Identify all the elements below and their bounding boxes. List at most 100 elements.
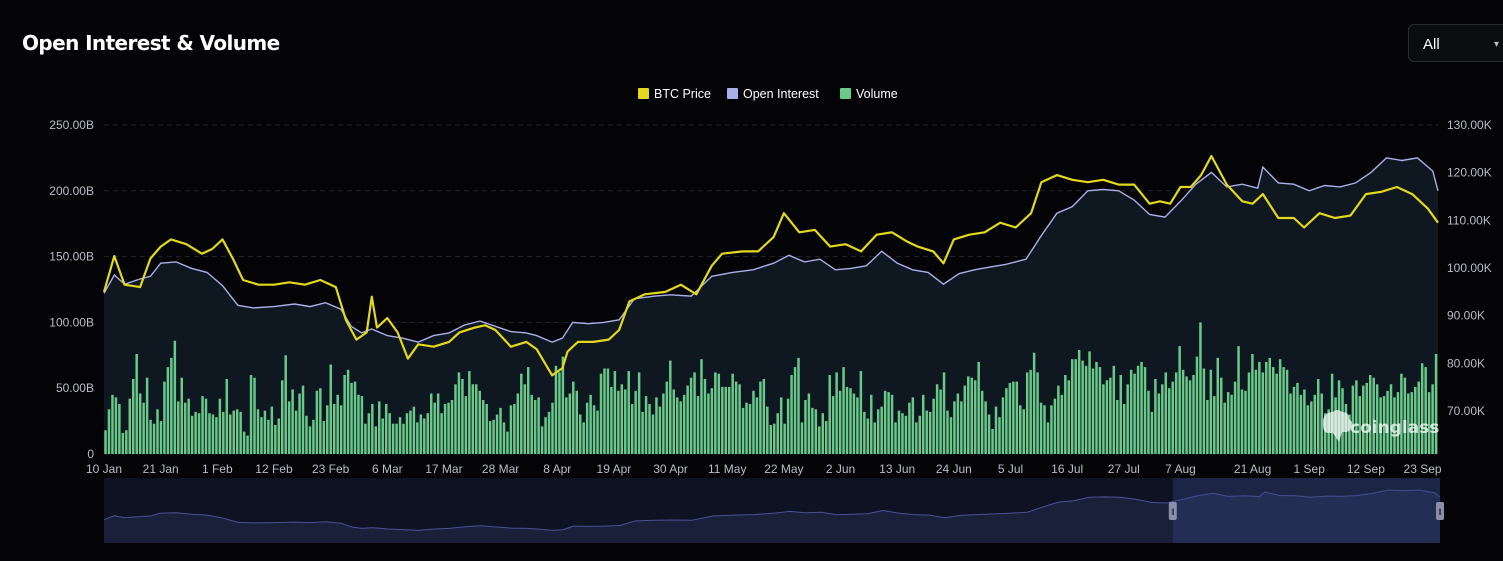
volume-bar — [1112, 365, 1116, 454]
volume-bar — [1213, 396, 1216, 454]
volume-bar — [1296, 382, 1299, 454]
volume-bar — [946, 410, 949, 454]
volume-bar — [828, 375, 831, 454]
right-axis-tick: 80.00K — [1447, 356, 1485, 370]
volume-bar — [471, 384, 475, 454]
legend-item[interactable]: BTC Price — [638, 87, 711, 101]
right-axis-tick: 90.00K — [1447, 309, 1485, 323]
x-axis-labels: 10 Jan 21 Jan 1 Feb 12 Feb 23 Feb 6 Mar 17 Mar… — [86, 462, 1442, 476]
open-interest-area — [104, 157, 1438, 454]
volume-bar — [942, 372, 946, 454]
navigator-selection[interactable] — [1172, 478, 1440, 543]
handle-grip[interactable] — [1168, 502, 1177, 520]
volume-bar — [859, 371, 863, 454]
volume-bar — [1053, 398, 1057, 454]
volume-bar — [908, 402, 911, 454]
volume-bar — [506, 431, 509, 454]
volume-bar — [270, 406, 274, 454]
volume-bar — [1317, 379, 1320, 454]
volume-bar — [509, 405, 513, 454]
volume-bar — [1261, 372, 1265, 454]
volume-bar — [1032, 352, 1036, 454]
volume-bar — [866, 418, 870, 454]
volume-bar — [561, 356, 565, 454]
volume-bar — [1265, 361, 1268, 454]
volume-bar — [617, 390, 620, 454]
time-range-select[interactable]: All ▾ — [1408, 24, 1503, 62]
volume-bar — [384, 404, 388, 454]
volume-bar — [485, 404, 488, 454]
chart-legend: BTC Price Open Interest Volume — [638, 87, 898, 101]
volume-bar — [229, 414, 232, 454]
volume-bar — [1271, 367, 1275, 454]
legend-item[interactable]: Volume — [840, 87, 898, 101]
volume-bar — [423, 418, 426, 454]
volume-bar — [381, 418, 384, 454]
volume-bar — [987, 414, 991, 454]
legend-item[interactable]: Open Interest — [727, 87, 819, 101]
volume-bar — [610, 386, 613, 454]
volume-bar — [280, 380, 284, 454]
volume-bar — [624, 389, 627, 454]
volume-bar — [731, 373, 734, 454]
volume-bar — [835, 372, 838, 454]
volume-bar — [669, 360, 672, 454]
volume-bar — [1143, 367, 1147, 454]
coinglass-logo-icon — [1322, 410, 1353, 442]
volume-bar — [1375, 384, 1379, 454]
volume-bar — [977, 361, 980, 454]
volume-bar — [481, 400, 485, 454]
volume-bar — [547, 411, 551, 454]
volume-bar — [457, 372, 461, 454]
volume-bar — [499, 407, 502, 454]
navigator-left-handle[interactable]: ‖ — [1168, 502, 1177, 520]
volume-bar — [1140, 361, 1143, 454]
volume-bar — [949, 417, 953, 454]
volume-bar — [170, 357, 173, 454]
volume-bar — [1098, 367, 1102, 454]
volume-bar — [703, 379, 707, 454]
volume-bar — [218, 398, 222, 454]
volume-bar — [1362, 385, 1365, 454]
volume-bar — [461, 379, 464, 454]
x-axis-tick: 5 Jul — [998, 462, 1023, 476]
volume-bar — [287, 401, 291, 454]
volume-bar — [1119, 375, 1122, 454]
x-axis-tick: 23 Sep — [1404, 462, 1442, 476]
volume-bar — [416, 422, 419, 454]
navigator-right-handle[interactable]: ‖ — [1436, 502, 1444, 520]
volume-bar — [253, 377, 256, 454]
volume-bar — [1247, 372, 1251, 454]
volume-bar — [1355, 380, 1358, 454]
volume-bar — [1382, 396, 1386, 454]
volume-bar — [1039, 402, 1043, 454]
volume-bar — [426, 413, 430, 454]
volume-bar — [326, 405, 329, 454]
volume-bar — [298, 393, 301, 454]
volume-bar — [232, 410, 235, 454]
volume-bar — [1025, 372, 1029, 454]
volume-bar — [1306, 405, 1310, 454]
volume-bar — [1244, 390, 1247, 454]
volume-bar — [1147, 390, 1150, 454]
volume-bar — [371, 404, 374, 454]
handle-grip-icon: ‖ — [1171, 507, 1175, 517]
volume-bar — [495, 414, 499, 454]
volume-bar — [315, 390, 319, 454]
volume-bar — [291, 389, 294, 454]
volume-bar — [759, 381, 762, 454]
volume-bar — [998, 417, 1001, 454]
volume-bar — [1372, 377, 1375, 454]
x-axis-tick: 13 Jun — [879, 462, 915, 476]
volume-bar — [447, 402, 450, 454]
volume-bar — [1323, 413, 1327, 454]
volume-bar — [443, 404, 447, 454]
volume-bar — [1223, 402, 1226, 454]
volume-bar — [1199, 322, 1202, 454]
handle-grip[interactable] — [1436, 502, 1444, 520]
volume-bar — [388, 413, 391, 454]
volume-bar — [880, 406, 883, 454]
volume-bar — [793, 367, 797, 454]
volume-bar — [433, 402, 436, 454]
volume-bar — [894, 422, 897, 454]
